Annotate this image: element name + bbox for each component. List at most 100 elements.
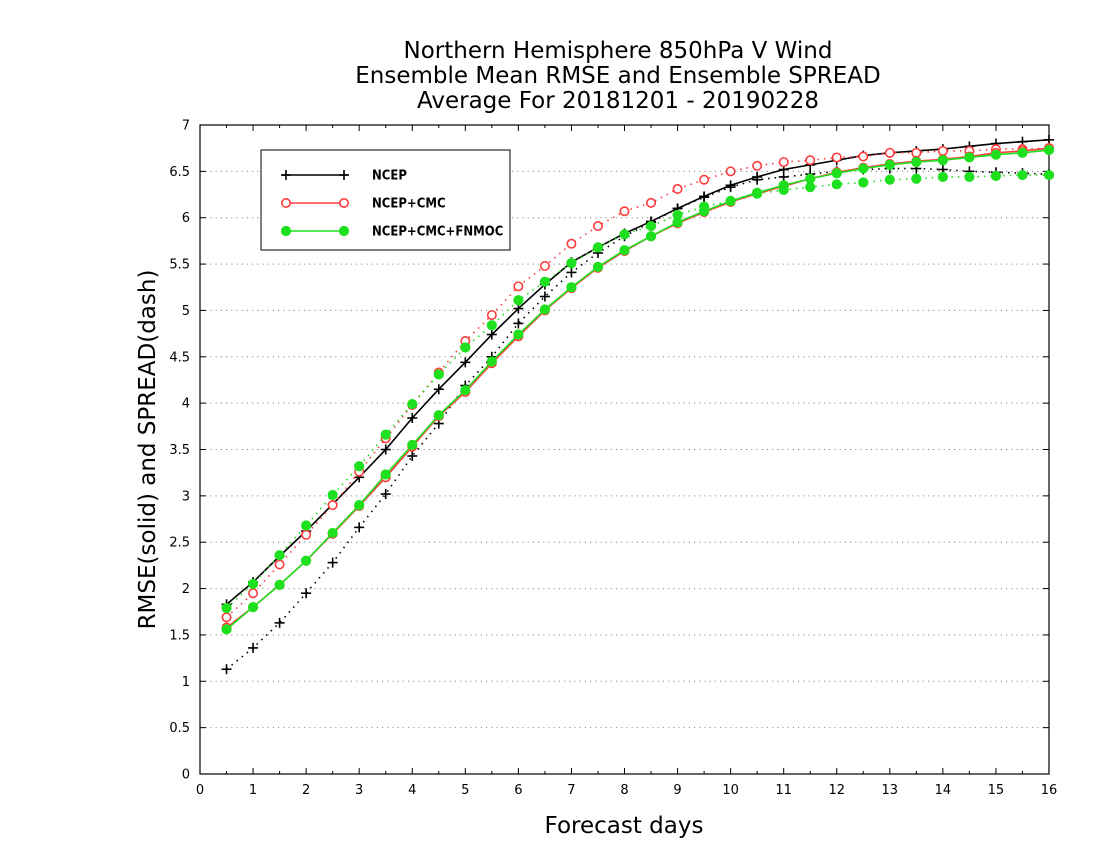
spread-point [566, 238, 577, 249]
x-tick-label: 4 [408, 783, 416, 798]
x-tick-label: 11 [775, 783, 792, 798]
spread-point [566, 258, 577, 269]
y-tick-label: 6.5 [169, 165, 190, 180]
rmse-point [778, 180, 789, 191]
rmse-point [407, 412, 418, 423]
title-line: Average For 20181201 - 20190228 [417, 88, 819, 114]
rmse-point [301, 555, 312, 566]
rmse-point [1043, 144, 1055, 156]
y-tick-label: 3.5 [169, 443, 190, 458]
spread-point [566, 267, 577, 278]
x-tick-label: 16 [1041, 783, 1058, 798]
spread-line [225, 147, 1050, 618]
spread-point [407, 450, 418, 461]
spread-point [805, 182, 816, 193]
spread-point [619, 229, 630, 240]
legend-marker [280, 198, 291, 209]
spread-point [248, 588, 259, 599]
legend-label: NCEP+CMC [372, 197, 446, 212]
legend-item: NCEP+CMC+FNMOC [280, 225, 503, 240]
y-tick-label: 5 [182, 304, 190, 319]
x-tick-label: 7 [567, 783, 575, 798]
x-tick-label: 6 [514, 783, 522, 798]
spread-point [964, 171, 975, 183]
legend-marker [280, 225, 292, 237]
title-line: Ensemble Mean RMSE and Ensemble SPREAD [355, 63, 880, 89]
spread-point [990, 170, 1002, 182]
rmse-point [805, 173, 816, 184]
rmse-point [725, 195, 736, 207]
spread-point [646, 197, 657, 208]
spread-point [539, 291, 550, 302]
spread-point [354, 461, 365, 472]
spread-point [327, 489, 338, 501]
spread-point [407, 398, 418, 410]
spread-point [380, 429, 391, 440]
y-tick-label: 2 [182, 582, 190, 597]
x-tick-label: 14 [935, 783, 952, 798]
rmse-point [433, 384, 444, 395]
rmse-point [752, 171, 763, 182]
legend-label: NCEP+CMC+FNMOC [372, 225, 503, 240]
x-tick-label: 2 [302, 783, 310, 798]
spread-point [301, 588, 312, 599]
rmse-point [433, 410, 444, 421]
rmse-point [831, 168, 842, 179]
spread-point [460, 342, 471, 353]
y-tick-label: 1 [182, 675, 190, 690]
x-tick-label: 3 [355, 783, 363, 798]
spread-point [248, 642, 259, 653]
y-tick-label: 1.5 [169, 628, 190, 643]
spread-point [858, 177, 869, 188]
chart-title: Northern Hemisphere 850hPa V WindEnsembl… [355, 38, 880, 114]
spread-point [725, 166, 736, 177]
rmse-point [592, 261, 604, 272]
x-axis-ticks: 0 1 2 3 4 5 6 7 8 9 10 11 12 13 14 15 16 [196, 125, 1057, 798]
rmse-point [964, 152, 975, 163]
rmse-point [486, 356, 497, 367]
data-series [221, 134, 1055, 675]
legend-label: NCEP [372, 169, 407, 184]
x-tick-label: 10 [722, 783, 739, 798]
rmse-point [380, 469, 391, 480]
y-tick-label: 0.5 [169, 721, 190, 736]
spread-point [911, 173, 922, 184]
legend: NCEP NCEP+CMC NCEP+CMC+FNMOC [260, 149, 511, 251]
x-tick-label: 15 [988, 783, 1005, 798]
rmse-point [539, 304, 551, 315]
spread-point [619, 206, 630, 217]
spread-point [911, 147, 922, 158]
rmse-point [937, 155, 948, 166]
spread-point [433, 369, 444, 380]
rmse-point [460, 385, 471, 396]
spread-point [274, 550, 285, 561]
x-tick-label: 13 [882, 783, 899, 798]
y-tick-label: 5.5 [169, 258, 190, 273]
spread-point [1017, 169, 1028, 181]
spread-point [221, 664, 232, 675]
spread-point [513, 318, 524, 329]
spread-point [301, 529, 312, 540]
spread-point [884, 147, 895, 158]
x-axis-title: Forecast days [545, 813, 704, 839]
spread-point [672, 183, 683, 194]
rmse-point [911, 156, 922, 168]
legend-item: NCEP [281, 169, 407, 184]
spread-point [884, 174, 895, 185]
y-tick-label: 4.5 [169, 350, 190, 365]
rmse-point [247, 602, 259, 613]
x-tick-label: 0 [196, 783, 204, 798]
rmse-point [566, 282, 577, 293]
spread-point [752, 160, 763, 171]
rmse-point [327, 527, 338, 539]
title-line: Northern Hemisphere 850hPa V Wind [404, 38, 833, 64]
spread-point [937, 145, 948, 156]
y-axis-title: RMSE(solid) and SPREAD(dash) [135, 270, 161, 630]
rmse-point [221, 624, 232, 635]
legend-marker [338, 225, 350, 237]
spread-point [937, 171, 948, 183]
rmse-point [513, 329, 524, 340]
rmse-point [486, 329, 497, 340]
rmse-point [1017, 147, 1028, 158]
